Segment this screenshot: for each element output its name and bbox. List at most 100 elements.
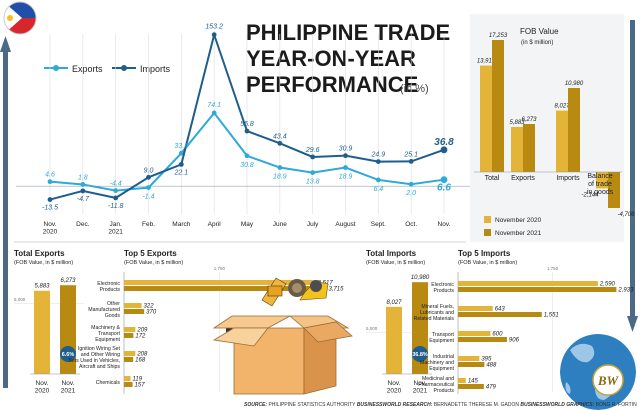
- top-value-label: 370: [146, 310, 157, 316]
- point-imports: [211, 32, 217, 38]
- label-line: Nov.: [388, 380, 401, 387]
- top-bar: [124, 382, 133, 387]
- x-tick-label: Sept.: [371, 221, 386, 228]
- x-tick-label: April: [208, 221, 222, 228]
- total-exports-chart: Total Exports (FOB Value, in $ million) 5,…: [14, 249, 84, 394]
- total-axis-label: 5,000: [366, 326, 378, 331]
- label-line: and Other Wiring: [81, 352, 120, 358]
- data-label-imports: 55.8: [240, 121, 254, 128]
- label-line: 2020: [43, 228, 58, 235]
- point-exports: [343, 165, 348, 170]
- label-line: in goods: [587, 189, 614, 196]
- label-line: 2021: [108, 228, 123, 235]
- title-unit: (in %): [400, 83, 429, 95]
- legend-nov-2021-label: November 2021: [495, 230, 542, 237]
- point-imports: [244, 128, 250, 134]
- label-line: Nov.: [414, 380, 427, 387]
- total-bar: [34, 290, 50, 374]
- total-bar: [386, 306, 402, 374]
- label-line: Products: [434, 388, 455, 394]
- growth-badge: [60, 346, 76, 362]
- data-label-imports: 43.4: [273, 133, 287, 140]
- data-label-exports: 2.0: [405, 190, 416, 197]
- point-exports: [310, 170, 316, 175]
- fob-bar: [608, 172, 620, 209]
- x-tick-label: Jan. 2021: [108, 221, 123, 235]
- top-value-label: 643: [495, 307, 506, 313]
- top-value-label: 395: [481, 357, 492, 363]
- total-imports-chart: Total Imports (FOB Value, in $ million) 5,…: [366, 249, 436, 394]
- label-line: Mineral Fuels,: [421, 304, 454, 310]
- x-tick-label: May: [241, 221, 254, 228]
- fob-bar: [568, 87, 580, 172]
- line-legend: Exports Imports: [44, 64, 171, 74]
- top-bar: [124, 280, 316, 285]
- label-line: Sets Used in Vehicles,: [68, 358, 120, 364]
- top-value-label: 3,715: [328, 287, 344, 293]
- top-title: Top 5 Imports: [458, 249, 511, 258]
- total-unit: (FOB Value, in $ million): [14, 260, 73, 266]
- x-tick-label: Dec.: [76, 221, 90, 228]
- total-title: Total Exports: [14, 249, 65, 258]
- label-line: Industrial: [433, 354, 454, 360]
- label-line: Nov.: [36, 380, 49, 387]
- data-label-imports: 22.1: [174, 169, 189, 176]
- top-axis-label: 1,750: [214, 266, 226, 271]
- top-value-label: 2,933: [617, 288, 634, 294]
- label-line: Other: [107, 301, 120, 307]
- label-line: Products: [434, 288, 455, 294]
- top-bar: [458, 281, 598, 286]
- fob-value-label: 8,027: [554, 104, 570, 110]
- label-line: Equipment: [95, 337, 120, 343]
- data-label-imports: 30.9: [339, 146, 353, 153]
- data-label-imports: 25.1: [403, 151, 418, 158]
- top-value-label: 209: [136, 328, 148, 334]
- label-line: Jan.: [110, 221, 122, 228]
- top-value-label: 168: [135, 358, 146, 364]
- title-line-3: PERFORMANCE: [246, 72, 418, 97]
- top-bar: [458, 312, 542, 317]
- top-category-label: Chemicals: [96, 380, 121, 386]
- label-line: Related Materials: [414, 316, 455, 322]
- data-label-imports: 153.2: [205, 24, 223, 31]
- top-bar: [124, 309, 145, 314]
- fob-bar: [492, 40, 504, 172]
- point-imports: [408, 159, 414, 164]
- total-category-label: Nov. 2021: [61, 380, 76, 394]
- top-category-label: Transport Equipment: [429, 332, 454, 344]
- point-exports: [440, 176, 448, 184]
- total-title: Total Imports: [366, 249, 417, 258]
- top-bar: [124, 357, 134, 362]
- title-block: PHILIPPINE TRADE YEAR-ON-YEAR PERFORMANC…: [246, 20, 450, 97]
- point-imports: [343, 153, 348, 159]
- top-bar: [458, 337, 507, 342]
- x-tick-label: Nov.: [438, 221, 451, 228]
- top-bar: [458, 378, 466, 383]
- label-line: of trade: [588, 181, 612, 188]
- data-label-exports: 30.8: [240, 162, 254, 169]
- top-value-label: 2,590: [599, 282, 616, 288]
- label-line: Transport: [98, 331, 121, 337]
- label-line: Transport: [432, 332, 455, 338]
- data-label-imports: -13.5: [42, 205, 58, 212]
- label-line: Electronic: [97, 281, 120, 287]
- total-category-label: Nov. 2020: [387, 380, 402, 394]
- left-arrow-decoration: [0, 36, 11, 388]
- data-label-exports: 33.4: [175, 143, 189, 150]
- top-category-label: Industrial Machinery and Equipment: [420, 354, 455, 372]
- label-line: Medicinal and: [422, 376, 454, 382]
- businessworld-logo: BW: [592, 364, 624, 396]
- data-label-exports: 74.1: [207, 102, 221, 109]
- fob-value-label: 17,253: [489, 33, 508, 39]
- research-text: BERNADETTE THERESE M. GADON: [434, 402, 520, 408]
- top-value-label: 208: [136, 352, 148, 358]
- x-tick-label: Nov. 2020: [43, 221, 58, 235]
- fob-bar: [523, 124, 535, 172]
- graphics-label: BUSINESSWORLD GRAPHICS:: [520, 402, 594, 408]
- top-category-label: Electronic Products: [97, 281, 120, 293]
- fob-category-label: Total: [485, 175, 500, 182]
- label-line: Equipment: [429, 366, 454, 372]
- x-tick-label: Oct.: [405, 221, 417, 228]
- fob-bar: [596, 172, 608, 189]
